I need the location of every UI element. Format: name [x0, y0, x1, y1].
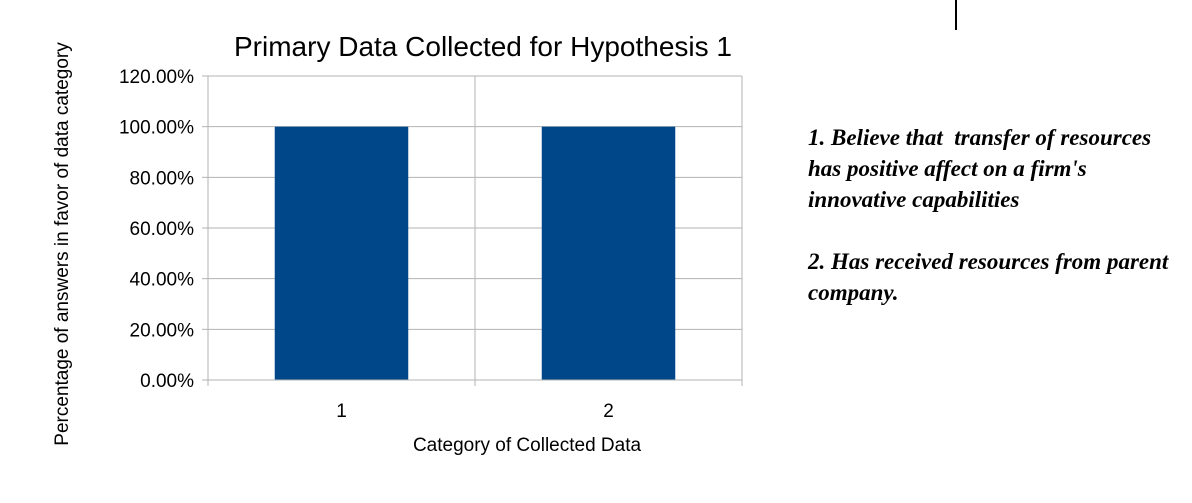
- y-tick-label: 100.00%: [119, 118, 194, 139]
- chart-title: Primary Data Collected for Hypothesis 1: [234, 31, 732, 62]
- note-2: 2. Has received resources from parent co…: [808, 249, 1175, 305]
- y-tick-label: 0.00%: [140, 371, 194, 392]
- bar: [541, 126, 676, 381]
- y-tick-label: 120.00%: [119, 67, 194, 88]
- notes-panel: 1. Believe that transfer of resources ha…: [808, 122, 1183, 339]
- y-tick-label: 60.00%: [130, 219, 195, 240]
- y-tick-label: 80.00%: [130, 168, 195, 189]
- bar: [274, 126, 409, 381]
- y-axis-label: Percentage of answers in favor of data c…: [52, 42, 73, 446]
- bars: [274, 126, 676, 381]
- y-tick-label: 20.00%: [130, 320, 195, 341]
- note-1: 1. Believe that transfer of resources ha…: [808, 125, 1157, 212]
- y-tick-label: 40.00%: [130, 270, 195, 291]
- x-axis-label: Category of Collected Data: [413, 435, 642, 456]
- x-tick-label: 2: [603, 401, 614, 422]
- text-cursor: [955, 0, 957, 30]
- axes: [202, 75, 743, 386]
- x-tick-label: 1: [336, 401, 347, 422]
- y-tick-labels: 0.00% 20.00% 40.00% 60.00% 80.00% 100.00% 120.…: [119, 67, 194, 392]
